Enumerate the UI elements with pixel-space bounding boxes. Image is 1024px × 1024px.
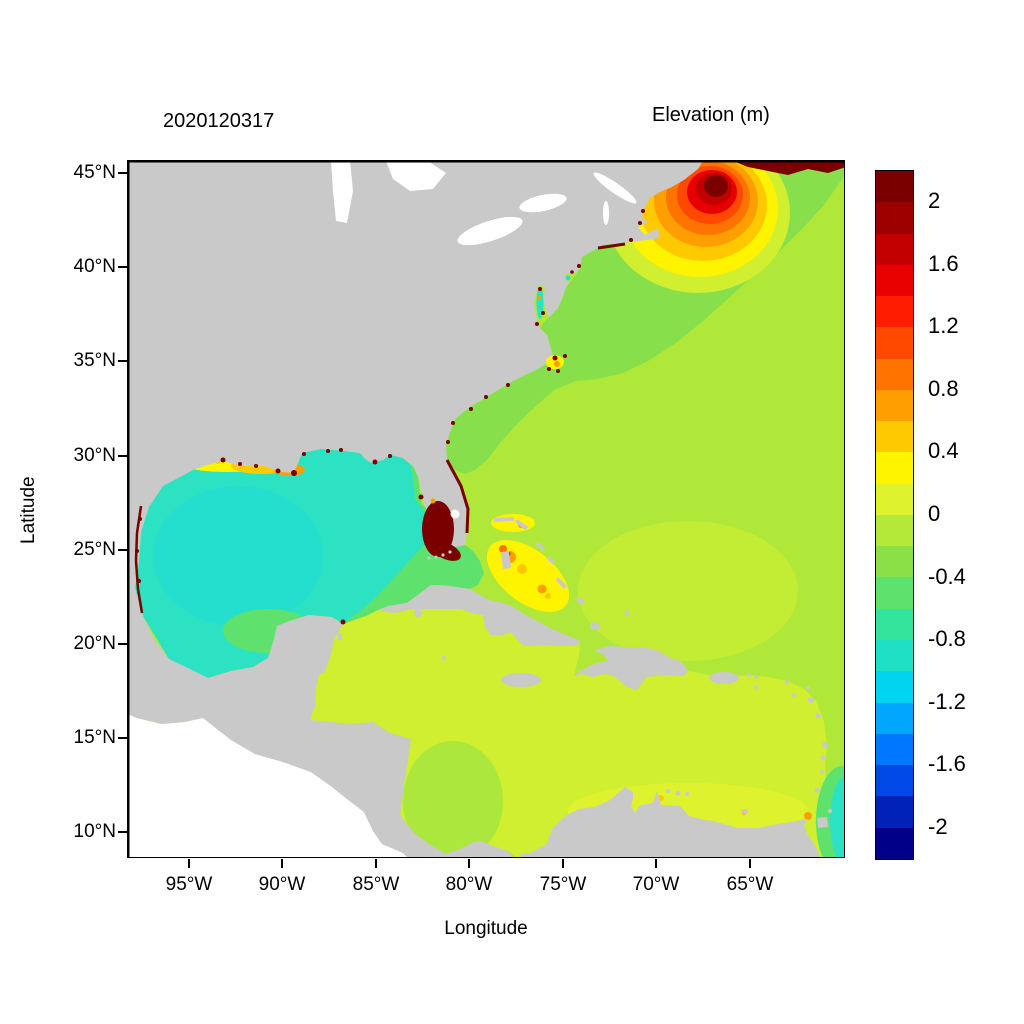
florida-surge-blob (422, 498, 461, 561)
y-tick-label: 15°N (73, 727, 116, 748)
jamaica-island (501, 673, 541, 687)
colorbar-segment (876, 639, 913, 672)
colorbar-segment (876, 608, 913, 640)
plot-border (128, 161, 844, 857)
florida-keys-islands (427, 550, 452, 560)
x-tick-label: 80°W (445, 874, 493, 895)
x-tick-mark (655, 859, 657, 868)
colorbar-tick-label: 0 (928, 501, 941, 527)
bahamas-islands (494, 517, 630, 630)
colorbar-segment (876, 577, 913, 609)
y-tick-label: 40°N (73, 256, 116, 277)
y-tick-mark (118, 549, 127, 551)
colorbar-segment (876, 765, 913, 797)
colorbar-segment (876, 733, 913, 766)
x-tick-mark (188, 859, 190, 868)
colorbar-segment (876, 546, 913, 578)
map-plot-area (127, 160, 845, 858)
y-axis-label: Latitude (18, 476, 39, 544)
small-islands (338, 609, 446, 660)
colorbar-segment (876, 202, 913, 234)
x-tick-label: 85°W (352, 874, 400, 895)
y-tick-label: 30°N (73, 445, 116, 466)
estuary-specks (536, 275, 571, 369)
colorbar-segment (876, 796, 913, 828)
x-tick-label: 90°W (258, 874, 306, 895)
colorbar-segment (876, 389, 913, 422)
x-tick-label: 65°W (726, 874, 774, 895)
colorbar-segment (876, 327, 913, 359)
colorbar-segment (876, 358, 913, 390)
x-axis-label: Longitude (444, 918, 528, 939)
y-tick-label: 45°N (73, 162, 116, 183)
colorbar-segment (876, 827, 913, 859)
hispaniola-island (574, 646, 688, 690)
colorbar-segment (876, 296, 913, 328)
north-america-landmass (128, 161, 703, 857)
y-tick-label: 35°N (73, 350, 116, 371)
x-tick-label: 75°W (539, 874, 587, 895)
colorbar-tick-label: -0.8 (928, 626, 966, 652)
y-tick-mark (118, 737, 127, 739)
colorbar-tick-label: 0.8 (928, 375, 959, 401)
y-tick-mark (118, 360, 127, 362)
colorbar-segment (876, 421, 913, 453)
pacific-outside-domain (128, 714, 407, 857)
colorbar-segment (876, 171, 913, 203)
frame-date-label: 2020120317 (163, 110, 275, 132)
colorbar-tick-label: -2 (928, 813, 948, 839)
lesser-antilles-islands (666, 673, 832, 828)
colorbar-segment (876, 483, 913, 515)
colorbar-segment (876, 702, 913, 734)
great-lakes (331, 161, 637, 246)
x-tick-mark (749, 859, 751, 868)
colorbar-tick-label: -1.6 (928, 751, 966, 777)
x-tick-mark (562, 859, 564, 868)
elevation-map (128, 161, 844, 857)
y-tick-label: 25°N (73, 539, 116, 560)
y-tick-label: 20°N (73, 633, 116, 654)
colorbar-segment (876, 264, 913, 297)
x-tick-mark (375, 859, 377, 868)
colorbar (875, 170, 914, 860)
colorbar-tick-label: 2 (928, 188, 941, 214)
colorbar-tick-label: -1.2 (928, 688, 966, 714)
colorbar-tick-label: 1.2 (928, 313, 959, 339)
colorbar-tick-label: 0.4 (928, 438, 959, 464)
x-tick-mark (281, 859, 283, 868)
coastal-surge-specks (134, 209, 645, 625)
colorbar-segment (876, 233, 913, 265)
x-tick-mark (468, 859, 470, 868)
colorbar-segment (876, 671, 913, 703)
atlantic-soft-yellow-region (578, 521, 798, 661)
south-america-landmass (520, 787, 821, 857)
lake-okeechobee (450, 509, 460, 519)
nova-scotia-surge-strip (733, 161, 844, 175)
colorbar-segment (876, 514, 913, 547)
colorbar-segment (876, 452, 913, 484)
colorbar-tick-label: 1.6 (928, 250, 959, 276)
y-tick-mark (118, 831, 127, 833)
y-tick-mark (118, 172, 127, 174)
x-tick-label: 95°W (165, 874, 213, 895)
gulf-core-region (153, 486, 323, 626)
colorbar-title: Elevation (m) (652, 104, 770, 126)
colorbar-tick-label: -0.4 (928, 563, 966, 589)
x-tick-label: 70°W (632, 874, 680, 895)
y-tick-mark (118, 266, 127, 268)
y-tick-label: 10°N (73, 821, 116, 842)
puerto-rico-island (709, 672, 739, 684)
y-tick-mark (118, 643, 127, 645)
sw-caribbean-region (403, 741, 503, 857)
y-tick-mark (118, 455, 127, 457)
se-edge-cyan-patch (830, 776, 844, 857)
cuba-island (378, 585, 580, 646)
